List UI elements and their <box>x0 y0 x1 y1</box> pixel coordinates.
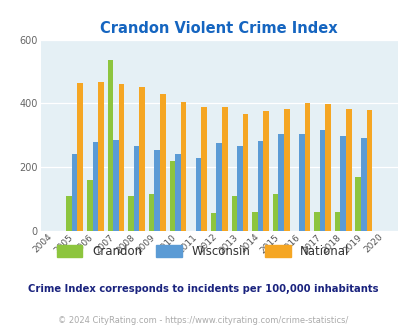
Bar <box>139 87 145 231</box>
Bar <box>107 60 113 231</box>
Bar <box>304 103 309 231</box>
Bar <box>72 154 77 231</box>
Bar <box>252 212 257 231</box>
Bar <box>195 158 201 231</box>
Bar <box>119 83 124 231</box>
Bar <box>77 82 83 231</box>
Bar <box>160 94 165 231</box>
Bar <box>201 107 207 231</box>
Bar <box>175 154 180 231</box>
Bar <box>92 142 98 231</box>
Bar <box>66 196 72 231</box>
Bar <box>283 109 289 231</box>
Text: © 2024 CityRating.com - https://www.cityrating.com/crime-statistics/: © 2024 CityRating.com - https://www.city… <box>58 316 347 325</box>
Bar <box>154 150 160 231</box>
Bar <box>128 196 134 231</box>
Bar <box>257 141 263 231</box>
Bar <box>278 134 283 231</box>
Bar <box>231 196 237 231</box>
Bar <box>272 194 278 231</box>
Legend: Crandon, Wisconsin, National: Crandon, Wisconsin, National <box>56 245 349 258</box>
Bar <box>210 214 216 231</box>
Bar <box>319 130 324 231</box>
Bar <box>180 102 186 231</box>
Bar <box>360 138 366 231</box>
Bar <box>134 147 139 231</box>
Bar <box>216 143 222 231</box>
Bar <box>339 136 345 231</box>
Bar <box>354 177 360 231</box>
Bar <box>87 180 92 231</box>
Bar <box>222 107 227 231</box>
Bar <box>113 140 119 231</box>
Title: Crandon Violent Crime Index: Crandon Violent Crime Index <box>100 21 337 36</box>
Bar <box>298 134 304 231</box>
Bar <box>169 161 175 231</box>
Text: Crime Index corresponds to incidents per 100,000 inhabitants: Crime Index corresponds to incidents per… <box>28 284 377 294</box>
Bar <box>237 147 242 231</box>
Bar <box>149 194 154 231</box>
Bar <box>345 109 351 231</box>
Bar <box>242 114 247 231</box>
Bar <box>334 212 339 231</box>
Bar <box>313 212 319 231</box>
Bar <box>324 104 330 231</box>
Bar <box>98 82 103 231</box>
Bar <box>263 111 268 231</box>
Bar <box>366 110 371 231</box>
